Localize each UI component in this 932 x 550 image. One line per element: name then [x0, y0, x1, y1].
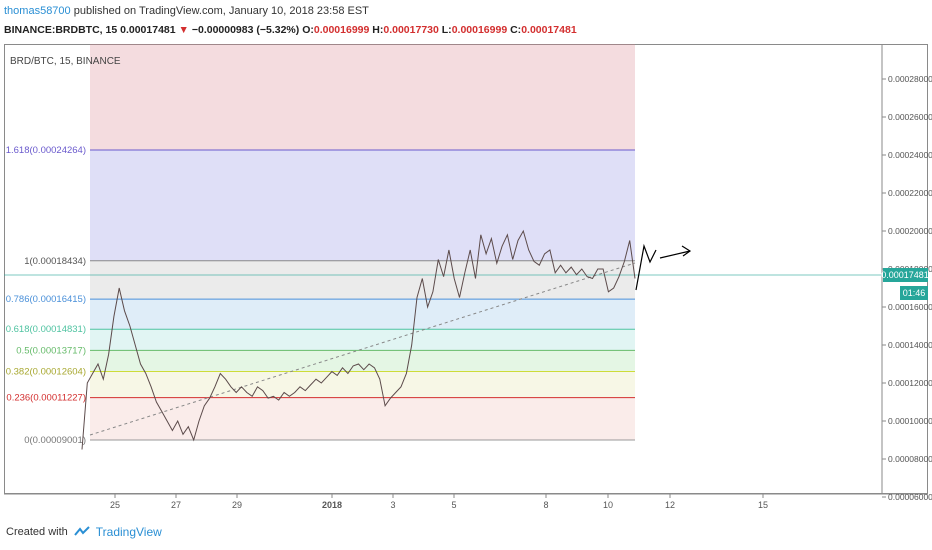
chart-title: BRD/BTC, 15, BINANCE [10, 56, 121, 67]
publish-line: thomas58700 published on TradingView.com… [4, 5, 369, 17]
fib-level-label: 0.5(0.00013717) [16, 345, 86, 356]
x-tick-label: 2018 [322, 500, 342, 510]
x-tick-label: 8 [543, 500, 548, 510]
fib-level-label: 1.618(0.00024264) [6, 145, 86, 156]
fib-band [90, 371, 635, 398]
y-tick-label: 0.00020000 [888, 226, 932, 236]
x-tick-label: 29 [232, 500, 242, 510]
tradingview-link[interactable]: TradingView [95, 525, 162, 539]
low-label: L: [441, 24, 452, 36]
price-tag-label: 0.00017481 [881, 270, 929, 280]
price-series-line [81, 229, 636, 450]
fib-level-label: 0.786(0.00016415) [6, 294, 86, 305]
hand-drawn-arrow[interactable] [635, 243, 692, 291]
fib-band [90, 329, 635, 351]
fib-band [90, 350, 635, 372]
price-tag: 0.00017481 [881, 268, 929, 282]
high-label: H: [372, 24, 384, 36]
y-tick-label: 0.00010000 [888, 416, 932, 426]
publish-text: published on TradingView.com, January 10… [73, 5, 369, 17]
tradingview-logo-icon [73, 526, 90, 536]
y-tick-label: 0.00016000 [888, 302, 932, 312]
ohlc-line: BINANCE:BRDBTC, 15 0.00017481 ▼ −0.00000… [4, 24, 577, 36]
y-tick-label: 0.00014000 [888, 340, 932, 350]
fib-level-label: 0(0.00009001) [24, 435, 86, 446]
x-tick-label: 25 [110, 500, 120, 510]
time-tag: 01:46 [900, 286, 928, 300]
fib-band [90, 44, 635, 150]
change-value: −0.00000983 (−5.32%) [191, 24, 300, 36]
low-value: 0.00016999 [451, 24, 508, 36]
x-tick-label: 10 [603, 500, 613, 510]
y-tick-label: 0.00026000 [888, 112, 932, 122]
fib-level-label: 1(0.00018434) [24, 256, 86, 267]
fib-band [90, 397, 635, 440]
author-link[interactable]: thomas58700 [4, 5, 71, 17]
y-tick-label: 0.00028000 [888, 74, 932, 84]
x-tick-label: 5 [451, 500, 456, 510]
x-tick-label: 27 [171, 500, 181, 510]
time-tag-label: 01:46 [903, 288, 926, 298]
y-tick-label: 0.00012000 [888, 378, 932, 388]
fib-level-label: 0.618(0.00014831) [6, 324, 86, 335]
open-value: 0.00016999 [313, 24, 370, 36]
x-tick-label: 12 [665, 500, 675, 510]
created-with-text: Created with [6, 526, 68, 538]
y-tick-label: 0.00008000 [888, 454, 932, 464]
footer: Created with TradingView [6, 525, 162, 539]
x-tick-label: 3 [390, 500, 395, 510]
close-value: 0.00017481 [521, 24, 577, 36]
fib-level-label: 0.382(0.00012604) [6, 367, 86, 378]
fib-band [90, 260, 635, 300]
high-value: 0.00017730 [383, 24, 439, 36]
fib-band [90, 299, 635, 330]
y-tick-label: 0.00006000 [888, 492, 932, 502]
y-tick-label: 0.00022000 [888, 188, 932, 198]
x-tick-label: 15 [758, 500, 768, 510]
trend-line[interactable] [89, 262, 636, 436]
fib-band [90, 149, 635, 261]
y-tick-label: 0.00024000 [888, 150, 932, 160]
symbol-label: BINANCE:BRDBTC, 15 [4, 24, 118, 36]
close-label: C: [510, 24, 522, 36]
open-label: O: [302, 24, 314, 36]
fib-level-label: 0.236(0.00011227) [6, 393, 86, 404]
last-price: 0.00017481 [120, 24, 176, 36]
down-arrow-icon: ▼ [178, 24, 189, 36]
